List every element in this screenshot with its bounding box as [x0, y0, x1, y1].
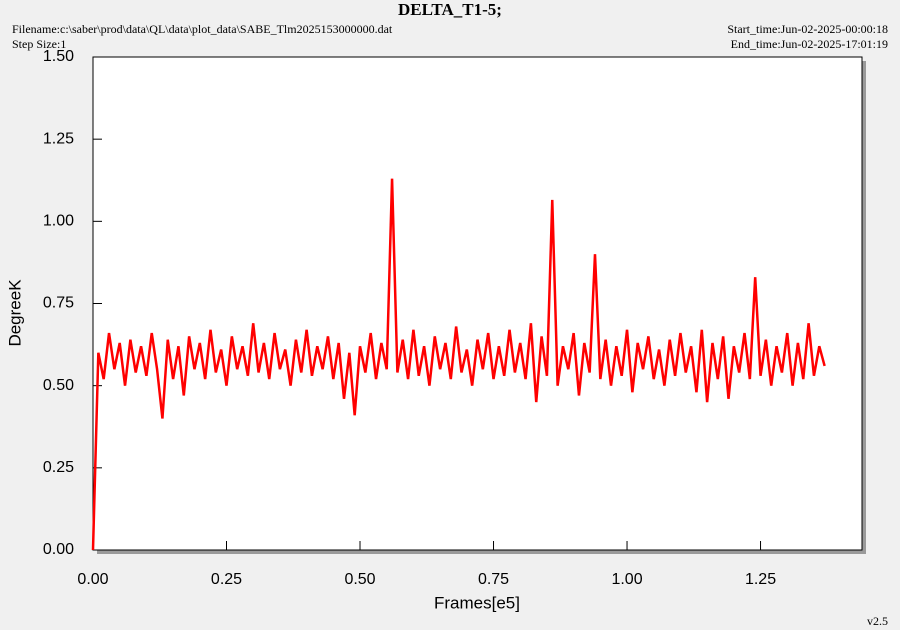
y-tick-label: 0.50 [43, 377, 74, 394]
filename: Filename:c:\saber\prod\data\QL\data\plot… [12, 22, 393, 36]
version: v2.5 [867, 614, 888, 628]
y-tick-label: 1.00 [43, 213, 74, 230]
y-axis-label: DegreeK [5, 279, 24, 347]
y-tick-label: 1.25 [43, 130, 74, 147]
x-tick-label: 1.25 [745, 571, 776, 588]
x-tick-label: 0.75 [478, 571, 509, 588]
x-tick-label: 0.50 [344, 571, 375, 588]
start-time: Start_time:Jun-02-2025-00:00:18 [727, 22, 888, 36]
data-line [91, 178, 826, 551]
y-tick-label: 1.50 [43, 48, 74, 65]
end-time: End_time:Jun-02-2025-17:01:19 [731, 37, 888, 51]
x-tick-label: 0.00 [77, 571, 108, 588]
x-axis-label: Frames[e5] [434, 593, 520, 612]
y-tick-label: 0.75 [43, 295, 74, 312]
x-tick-label: 0.25 [211, 571, 242, 588]
step-size: Step Size:1 [12, 37, 66, 51]
plot-area [92, 56, 863, 551]
y-tick-label: 0.00 [43, 541, 74, 558]
y-tick-label: 0.25 [43, 459, 74, 476]
x-tick-label: 1.00 [611, 571, 642, 588]
chart-title: DELTA_T1-5; [398, 0, 502, 19]
